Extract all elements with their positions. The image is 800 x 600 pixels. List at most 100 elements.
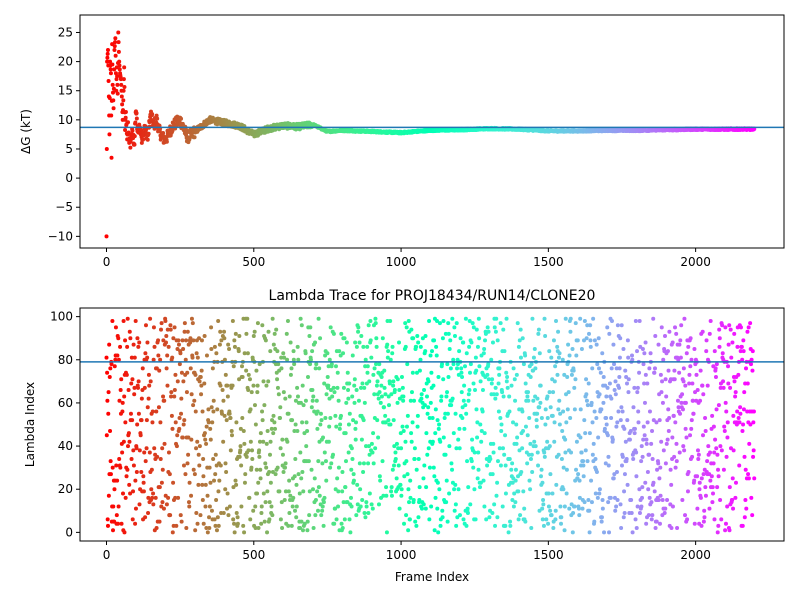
- lambda-point: [360, 381, 365, 386]
- lambda-point: [597, 491, 602, 496]
- lambda-point: [199, 338, 204, 343]
- lambda-point: [605, 433, 610, 438]
- lambda-point: [696, 457, 701, 462]
- lambda-point: [164, 334, 169, 339]
- lambda-point: [588, 338, 593, 343]
- lambda-point: [423, 334, 428, 339]
- lambda-point: [383, 392, 388, 397]
- lambda-point: [358, 487, 363, 492]
- lambda-point: [688, 433, 693, 438]
- lambda-point: [581, 474, 586, 479]
- lambda-point: [313, 498, 318, 503]
- lambda-point: [110, 465, 115, 470]
- lambda-point: [291, 495, 296, 500]
- lambda-point: [104, 433, 109, 438]
- lambda-point: [202, 431, 207, 436]
- lambda-point: [160, 446, 165, 451]
- lambda-point: [719, 517, 724, 522]
- lambda-point: [483, 331, 488, 336]
- lambda-point: [118, 387, 123, 392]
- lambda-point: [572, 504, 577, 509]
- lambda-point: [194, 510, 199, 515]
- lambda-point: [370, 506, 375, 511]
- lambda-point: [612, 472, 617, 477]
- lambda-point: [574, 439, 579, 444]
- lambda-point: [398, 482, 403, 487]
- lambda-point: [658, 493, 663, 498]
- lambda-point: [430, 416, 435, 421]
- lambda-point: [479, 428, 484, 433]
- lambda-point: [407, 500, 412, 505]
- lambda-point: [426, 405, 431, 410]
- lambda-point: [255, 383, 260, 388]
- lambda-point: [364, 500, 369, 505]
- lambda-point: [487, 515, 492, 520]
- lambda-point: [423, 349, 428, 354]
- delta-g-point: [117, 59, 122, 64]
- lambda-point: [421, 476, 426, 481]
- lambda-point: [235, 521, 240, 526]
- lambda-point: [406, 318, 411, 323]
- lambda-point: [475, 435, 480, 440]
- lambda-point: [185, 370, 190, 375]
- lambda-point: [153, 495, 158, 500]
- lambda-point: [504, 370, 509, 375]
- lambda-point: [583, 448, 588, 453]
- lambda-point: [264, 465, 269, 470]
- lambda-point: [663, 377, 668, 382]
- lambda-point: [675, 526, 680, 531]
- lambda-point: [223, 372, 228, 377]
- lambda-point: [725, 435, 730, 440]
- lambda-point: [227, 504, 232, 509]
- lambda-point: [538, 474, 543, 479]
- lambda-point: [491, 392, 496, 397]
- lambda-point: [435, 480, 440, 485]
- lambda-point: [690, 454, 695, 459]
- lambda-point: [361, 418, 366, 423]
- lambda-point: [386, 403, 391, 408]
- lambda-point: [523, 381, 528, 386]
- lambda-point: [168, 323, 173, 328]
- lambda-point: [107, 375, 112, 380]
- lambda-point: [226, 342, 231, 347]
- lambda-point: [303, 351, 308, 356]
- lambda-point: [334, 517, 339, 522]
- lambda-point: [584, 398, 589, 403]
- delta-g-point: [117, 67, 122, 72]
- lambda-point: [139, 396, 144, 401]
- lambda-point: [751, 448, 756, 453]
- lambda-point: [408, 398, 413, 403]
- lambda-point: [338, 422, 343, 427]
- lambda-point: [716, 403, 721, 408]
- lambda-point: [343, 459, 348, 464]
- lambda-point: [449, 403, 454, 408]
- lambda-point: [715, 452, 720, 457]
- lambda-point: [484, 517, 489, 522]
- lambda-point: [129, 355, 134, 360]
- lambda-point: [546, 504, 551, 509]
- lambda-point: [383, 420, 388, 425]
- lambda-point: [397, 340, 402, 345]
- lambda-point: [513, 398, 518, 403]
- lambda-point: [474, 368, 479, 373]
- lambda-point: [458, 336, 463, 341]
- lambda-point: [527, 478, 532, 483]
- lambda-point: [398, 431, 403, 436]
- lambda-point: [486, 362, 491, 367]
- lambda-point: [409, 439, 414, 444]
- lambda-point: [265, 489, 270, 494]
- lambda-point: [513, 467, 518, 472]
- lambda-point: [552, 379, 557, 384]
- lambda-point: [228, 416, 233, 421]
- lambda-point: [676, 405, 681, 410]
- lambda-point: [176, 342, 181, 347]
- lambda-point: [401, 398, 406, 403]
- lambda-point: [562, 372, 567, 377]
- lambda-point: [459, 370, 464, 375]
- lambda-point: [336, 398, 341, 403]
- lambda-point: [404, 424, 409, 429]
- lambda-point: [125, 467, 130, 472]
- lambda-point: [643, 480, 648, 485]
- lambda-point: [650, 457, 655, 462]
- lambda-point: [189, 493, 194, 498]
